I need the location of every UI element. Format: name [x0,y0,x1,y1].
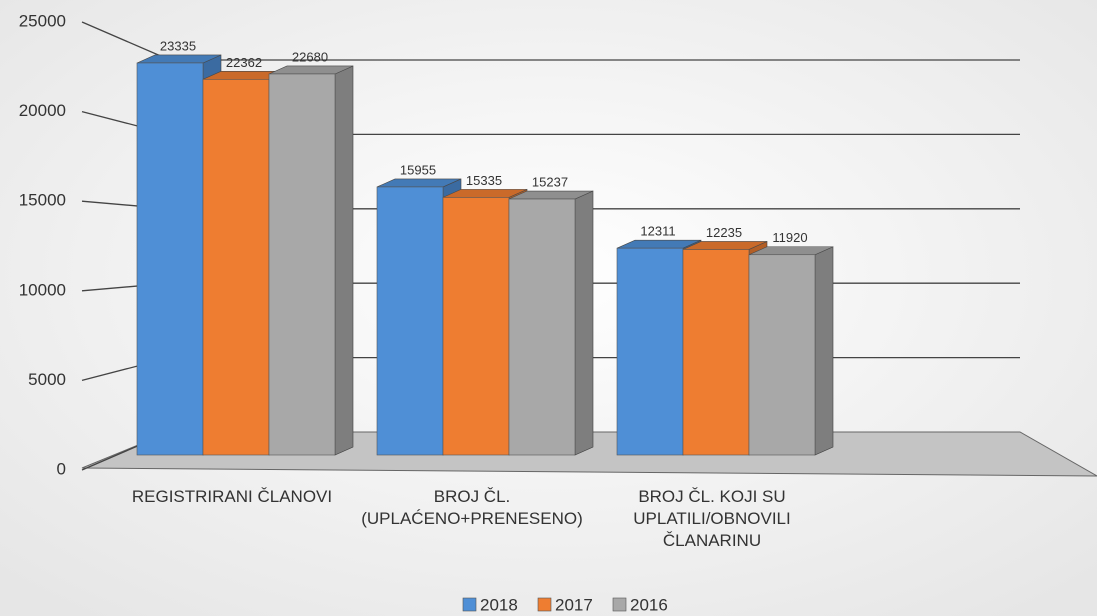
data-label: 23335 [160,38,196,53]
x-tick-label: REGISTRIRANI ČLANOVI [131,487,333,506]
x-tick-label-box: REGISTRIRANI ČLANOVI [131,487,333,506]
y-tick-label: 25000 [19,11,66,30]
data-label: 12235 [706,225,742,240]
legend-label: 2016 [630,595,668,614]
bar [442,197,510,456]
bar-side [814,246,834,456]
data-label: 15955 [400,162,436,177]
x-tick-label: BROJ ČL. KOJI SU UPLATILI/OBNOVILI ČLANA… [633,487,791,550]
data-label: 15237 [532,174,568,189]
y-tick-label: 15000 [19,191,66,210]
data-label: 11920 [772,230,807,245]
data-label: 22680 [292,49,328,64]
legend-swatch [537,597,552,612]
data-label: 15335 [466,173,502,188]
legend-swatch [462,597,477,612]
bar [508,198,576,456]
bar [682,249,750,456]
bar [268,73,336,456]
x-tick-label-box: BROJ ČL. KOJI SU UPLATILI/OBNOVILI ČLANA… [633,487,791,550]
bar [136,62,204,456]
bar [376,186,444,456]
legend-label: 2017 [555,595,593,614]
bar [202,79,270,456]
y-tick-label: 20000 [19,101,66,120]
data-label: 22362 [226,55,262,70]
tick-line [81,21,171,61]
y-tick-label: 10000 [19,280,66,299]
x-tick-label-box: BROJ ČL. (UPLAĆENO+PRENESENO) [361,487,583,528]
bar-side [574,190,594,456]
y-tick-label: 0 [57,459,66,478]
legend-label: 2018 [480,595,518,614]
data-label: 12311 [640,224,675,239]
x-tick-label: BROJ ČL. (UPLAĆENO+PRENESENO) [361,487,583,528]
bar [748,254,816,456]
y-tick-label: 5000 [28,370,66,389]
bar-side [334,65,354,456]
legend-swatch [612,597,627,612]
bar [616,247,684,456]
